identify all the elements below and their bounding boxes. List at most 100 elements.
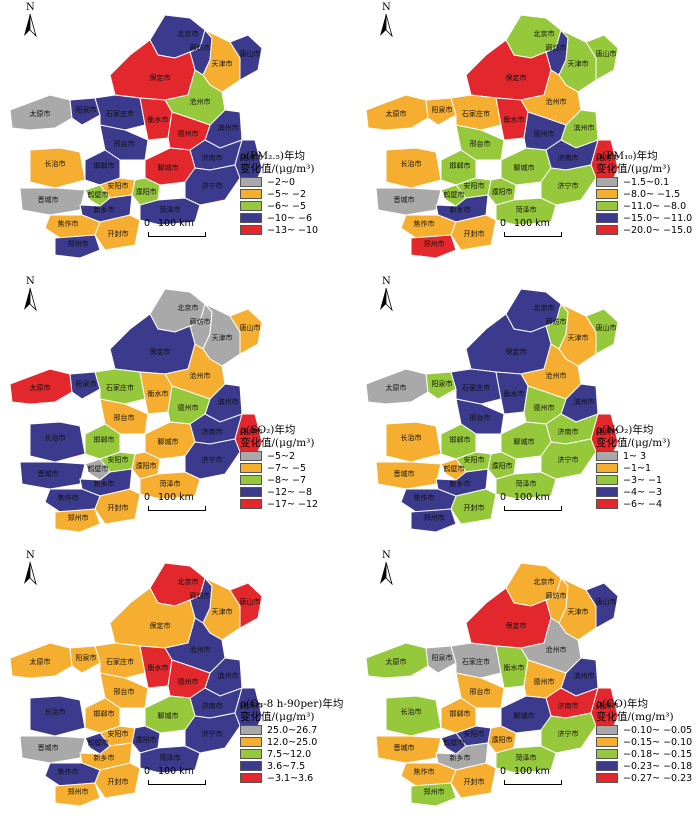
legend-label: −0.15~ −0.10 — [623, 736, 693, 748]
city-label: 滨州市 — [218, 671, 239, 680]
legend-item: −10~ −6 — [240, 212, 350, 224]
city-label: 开封市 — [464, 229, 485, 238]
city-label: 晋城市 — [38, 469, 59, 478]
region-7 — [425, 645, 457, 674]
city-label: 济宁市 — [202, 729, 223, 738]
city-label: 新乡市 — [94, 753, 115, 762]
region-26 — [410, 782, 457, 807]
legend-label: −2~0 — [267, 176, 296, 188]
legend-swatch — [240, 487, 262, 497]
city-label: 长治市 — [401, 707, 422, 716]
region-27 — [94, 762, 141, 799]
legend-item: −15.0~ −11.0 — [596, 212, 700, 224]
legend-label: −0.23~ −0.18 — [623, 760, 693, 772]
scale-bar: 0 100 km — [498, 492, 578, 520]
region-15 — [385, 695, 442, 737]
legend: ρ(O₃-8 h-90per)年均 变化值/(μg/m³) 25.0~26.7 12.… — [240, 698, 350, 784]
city-label: 阳泉市 — [432, 653, 453, 662]
region-15 — [385, 147, 442, 189]
legend-label: −3~ −1 — [623, 474, 662, 486]
region-8 — [450, 642, 502, 679]
city-label: 鹤壁市 — [88, 738, 109, 747]
city-label: 德州市 — [534, 129, 555, 138]
legend-swatch — [596, 475, 618, 485]
legend-title-2: 变化值/(μg/m³) — [596, 437, 671, 449]
map-panel-co: 北京市 廊坊市 天津市 唐山市 保定市 沧州市 太原市 阳泉市 石家庄市 衡水市 滨州市 德州市 邢台市… — [356, 548, 696, 810]
north-arrow: N — [22, 276, 40, 312]
scale-line — [504, 780, 562, 785]
city-label: 新乡市 — [450, 479, 471, 488]
region-6 — [365, 368, 429, 405]
legend-swatch — [596, 213, 618, 223]
north-arrow: N — [22, 550, 40, 586]
city-label: 保定市 — [506, 73, 527, 82]
city-label: 邯郸市 — [450, 435, 471, 444]
scale-distance: 100 km — [158, 492, 194, 503]
scale-line — [148, 780, 206, 785]
city-label: 保定市 — [150, 621, 171, 630]
region-26 — [54, 234, 101, 259]
city-label: 石家庄市 — [462, 383, 490, 392]
city-label: 长治市 — [401, 159, 422, 168]
city-label: 长治市 — [401, 433, 422, 442]
legend-title-2: 变化值/(μg/m³) — [240, 163, 315, 175]
north-arrow-icon — [24, 14, 37, 38]
city-label: 晋城市 — [38, 195, 59, 204]
city-label: 石家庄市 — [106, 657, 134, 666]
city-label: 北京市 — [534, 577, 555, 586]
city-label: 德州市 — [534, 403, 555, 412]
legend-label: 3.6~7.5 — [267, 760, 306, 772]
city-label: 太原市 — [30, 657, 51, 666]
legend-label: −0.27~ −0.23 — [623, 772, 693, 784]
city-label: 石家庄市 — [462, 109, 490, 118]
legend-label: −20.0~ −15.0 — [623, 224, 693, 236]
legend-swatch — [240, 451, 262, 461]
region-6 — [365, 642, 429, 679]
north-label: N — [382, 2, 391, 13]
legend-label: −10~ −6 — [267, 212, 313, 224]
city-label: 菏泽市 — [160, 205, 181, 214]
map-panel-so2: 北京市 廊坊市 天津市 唐山市 保定市 沧州市 太原市 阳泉市 石家庄市 衡水市 滨州市 德州市 邢台市… — [0, 274, 340, 536]
legend-item: 3.6~7.5 — [240, 760, 350, 772]
legend-swatch — [240, 749, 262, 759]
city-label: 太原市 — [30, 383, 51, 392]
region-3 — [585, 582, 619, 629]
legend-item: −8.0~ −1.5 — [596, 188, 700, 200]
city-label: 鹤壁市 — [444, 464, 465, 473]
scale-distance: 100 km — [158, 218, 194, 229]
north-label: N — [26, 550, 35, 561]
city-label: 长治市 — [45, 433, 66, 442]
scale-distance: 100 km — [514, 766, 550, 777]
region-6 — [9, 94, 73, 131]
legend-label: −4~ −3 — [623, 486, 662, 498]
legend-swatch — [596, 451, 618, 461]
city-label: 沧州市 — [190, 97, 211, 106]
city-label: 石家庄市 — [106, 383, 134, 392]
city-label: 鹤壁市 — [88, 464, 109, 473]
legend-swatch — [240, 201, 262, 211]
legend-item: −5~ −2 — [240, 188, 350, 200]
legend-swatch — [240, 189, 262, 199]
city-label: 唐山市 — [240, 323, 261, 332]
city-label: 淄博市 — [598, 153, 619, 162]
city-label: 廊坊市 — [546, 43, 567, 52]
region-8 — [94, 94, 146, 131]
city-label: 太原市 — [386, 383, 407, 392]
legend-label: −6~ −5 — [267, 200, 306, 212]
legend-item: −2~0 — [240, 176, 350, 188]
city-label: 衡水市 — [504, 389, 525, 398]
legend-label: 7.5~12.0 — [267, 748, 312, 760]
city-label: 晋城市 — [394, 469, 415, 478]
city-label: 北京市 — [178, 29, 199, 38]
city-label: 安阳市 — [464, 729, 485, 738]
city-label: 邢台市 — [114, 687, 135, 696]
city-label: 衡水市 — [148, 663, 169, 672]
region-26 — [54, 508, 101, 533]
region-18 — [375, 187, 442, 216]
city-label: 濮阳市 — [136, 187, 157, 196]
city-label: 阳泉市 — [76, 379, 97, 388]
city-label: 晋城市 — [394, 743, 415, 752]
city-label: 焦作市 — [414, 767, 435, 776]
region-21 — [84, 458, 111, 481]
